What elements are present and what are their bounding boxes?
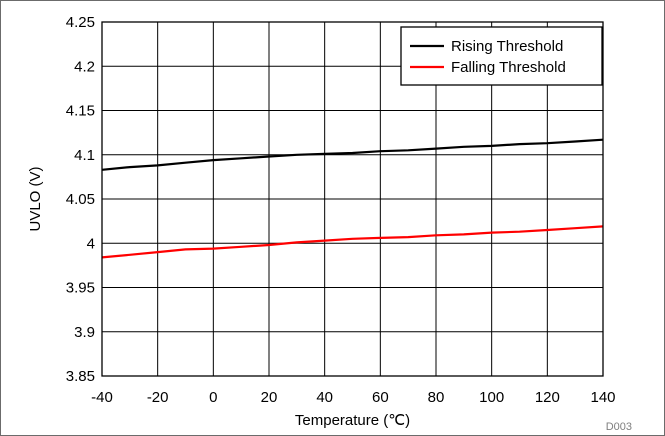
x-tick-label: 40 [316,389,333,406]
x-tick-label: 60 [372,389,389,406]
x-tick-label: 140 [590,389,615,406]
plot-area-border [101,21,604,377]
y-tick-label: 4.05 [66,191,95,208]
y-axis-label: UVLO (V) [27,166,44,231]
y-tick-labels: 3.85 3.9 3.95 4 4.05 4.1 4.15 4.2 4.25 [66,14,95,385]
x-tick-label: 100 [479,389,504,406]
y-tick-label: 4.2 [74,58,95,75]
x-tick-label: 20 [261,389,278,406]
y-tick-label: 4.1 [74,147,95,164]
y-tick-label: 3.95 [66,280,95,297]
x-tick-label: 80 [428,389,445,406]
series-line-rising-threshold [101,138,604,171]
x-tick-label: 120 [535,389,560,406]
y-tick-label: 3.85 [66,368,95,385]
legend-label: Falling Threshold [451,59,566,76]
x-tick-label: -40 [91,389,113,406]
x-tick-label: 0 [209,389,217,406]
x-tick-labels: -40 -20 0 20 40 60 80 100 120 140 [91,389,615,406]
x-axis-label: Temperature (℃) [295,412,410,429]
y-tick-label: 4.25 [66,14,95,31]
series-line-falling-threshold [101,225,604,259]
y-tick-label: 4.15 [66,103,95,120]
legend-box [400,26,603,86]
figure-id: D003 [606,421,632,433]
y-tick-label: 4 [87,235,95,252]
y-tick-label: 3.9 [74,324,95,341]
legend: Rising Threshold Falling Threshold [400,26,603,86]
legend-label: Rising Threshold [451,38,563,55]
x-tick-label: -20 [147,389,169,406]
series-group [101,138,604,259]
